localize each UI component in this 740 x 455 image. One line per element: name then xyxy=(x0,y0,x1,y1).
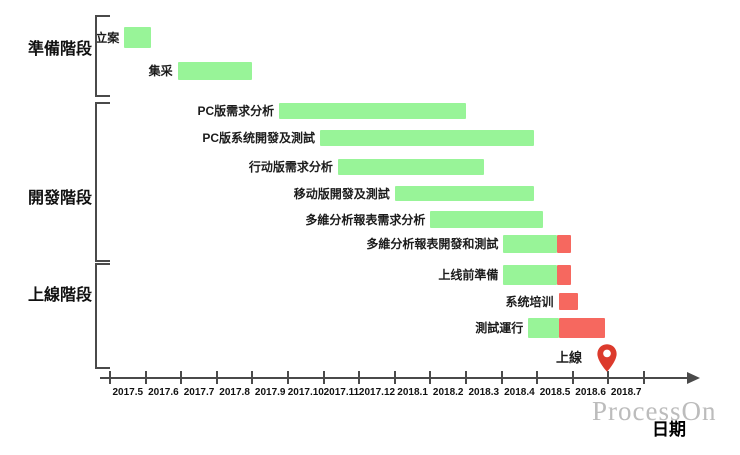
axis-tick-label: 2018.7 xyxy=(610,387,642,398)
axis-tick-label: 2017.12 xyxy=(358,387,396,398)
axis-tick-label: 2017.6 xyxy=(148,387,179,398)
location-pin-icon xyxy=(596,343,618,373)
axis-tick-label: 2018.5 xyxy=(539,387,571,398)
task-bar-segment-overrun xyxy=(558,318,605,338)
x-axis-arrow-icon xyxy=(687,372,700,384)
task-label: 多維分析報表開發和測試 xyxy=(366,237,499,251)
phase-bracket xyxy=(95,102,110,262)
x-axis-line xyxy=(100,377,688,379)
processon-watermark: ProcessOn xyxy=(592,396,717,426)
task-bar-segment-overrun xyxy=(558,293,579,310)
axis-tick-label: 2017.9 xyxy=(254,387,286,398)
task-label: 系统培训 xyxy=(505,294,554,309)
milestone-label: 上線 xyxy=(555,350,582,365)
axis-tick-label: 2018.1 xyxy=(397,387,428,398)
task-label: 上线前準備 xyxy=(438,268,499,282)
task-label: 移动版開發及測試 xyxy=(293,186,390,201)
task-bar-segment-planned xyxy=(320,130,534,146)
axis-tick-label: 2017.11 xyxy=(323,387,360,398)
task-bar-segment-planned xyxy=(124,27,151,48)
task-label: 立案 xyxy=(95,30,120,45)
task-bar-segment-planned xyxy=(394,186,534,201)
phase-bracket xyxy=(95,263,110,369)
axis-tick-label: 2018.3 xyxy=(468,387,500,398)
task-bar-segment-planned xyxy=(503,265,557,285)
task-label: 集采 xyxy=(148,64,173,78)
x-axis-title: 日期 xyxy=(652,420,686,439)
axis-tick-label: 2017.5 xyxy=(112,387,144,398)
task-bar-segment-planned xyxy=(430,211,543,228)
task-bar-segment-planned xyxy=(503,235,557,253)
task-label: PC版需求分析 xyxy=(197,104,275,118)
axis-tick-label: 2017.10 xyxy=(287,387,324,398)
task-bar-segment-planned xyxy=(177,62,253,80)
phase-label: 準備階段 xyxy=(27,41,92,58)
axis-tick-label: 2018.6 xyxy=(575,387,606,398)
phase-bracket xyxy=(95,15,110,97)
task-label: PC版系统開發及測試 xyxy=(202,131,316,145)
task-bar-segment-overrun xyxy=(556,235,571,253)
task-label: 行动版需求分析 xyxy=(248,160,333,174)
task-label: 測試運行 xyxy=(475,321,524,335)
phase-label: 開發階段 xyxy=(27,190,92,207)
task-label: 多維分析報表需求分析 xyxy=(305,212,426,227)
axis-tick-label: 2018.4 xyxy=(504,387,535,398)
task-bar-segment-planned xyxy=(279,103,466,119)
axis-tick-label: 2018.2 xyxy=(432,387,464,398)
axis-tick-label: 2017.8 xyxy=(219,387,250,398)
phase-label: 上線階段 xyxy=(27,287,92,304)
task-bar-segment-planned xyxy=(528,318,559,338)
task-bar-segment-overrun xyxy=(556,265,571,285)
axis-tick-label: 2017.7 xyxy=(183,387,215,398)
task-bar-segment-planned xyxy=(337,159,484,175)
